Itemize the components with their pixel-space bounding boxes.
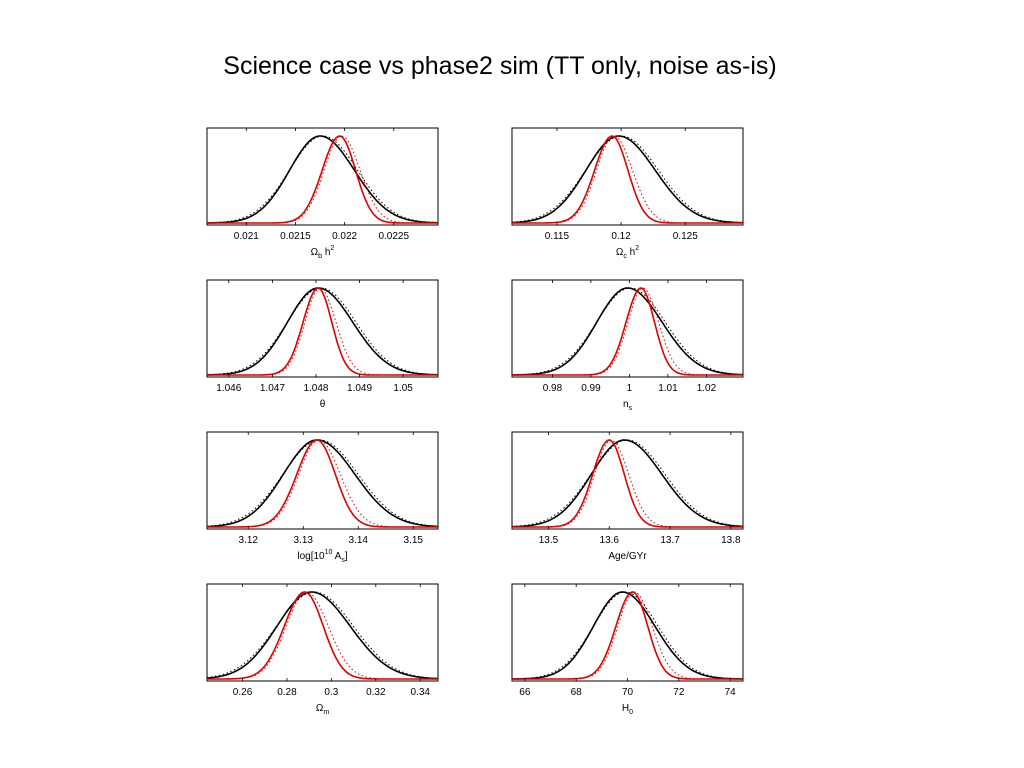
x-axis-label: ns [623, 399, 633, 412]
x-tick-label: 13.6 [600, 535, 620, 546]
x-tick-label: 1.047 [260, 383, 285, 394]
phase2-sim-dotted-curve [512, 439, 743, 528]
phase2-sim-dotted-curve [512, 287, 743, 376]
phase2-sim-curve [207, 135, 438, 224]
x-tick-label: 3.13 [294, 535, 314, 546]
posterior-panel-4: 0.98 0.99 1 1.01 1.02 ns [511, 279, 744, 412]
phase2-sim-dotted-curve [207, 135, 438, 224]
x-tick-label: 13.8 [721, 535, 741, 546]
panel-frame [511, 127, 744, 226]
panel-frame [511, 431, 744, 530]
x-tick-label: 0.021 [234, 231, 259, 242]
x-tick-label: 0.0225 [378, 231, 409, 242]
science-case-dotted-curve [206, 591, 439, 679]
x-axis-label: θ [320, 399, 326, 410]
phase2-sim-curve [512, 591, 743, 680]
x-tick-label: 3.14 [349, 535, 369, 546]
x-tick-label: 0.3 [324, 687, 338, 698]
x-tick-label: 1 [627, 383, 633, 394]
x-axis-label: log[1010 As] [297, 549, 347, 564]
science-case-dotted-curve [207, 287, 439, 376]
posterior-panel-8: 66 68 70 72 74 H0 [511, 583, 744, 716]
science-case-curve [206, 439, 439, 528]
x-tick-label: 70 [622, 687, 634, 698]
x-tick-label: 3.12 [239, 535, 259, 546]
x-tick-label: 72 [673, 687, 685, 698]
x-tick-label: 1.01 [658, 383, 678, 394]
posterior-panel-2: 0.115 0.12 0.125 Ωc h2 [511, 127, 744, 260]
phase2-sim-curve [512, 287, 743, 376]
phase2-sim-curve [512, 135, 743, 224]
phase2-sim-dotted-curve [512, 135, 743, 224]
panel-frame [206, 279, 439, 378]
x-tick-label: 1.046 [216, 383, 241, 394]
slide-title: Science case vs phase2 sim (TT only, noi… [223, 52, 777, 80]
x-tick-label: 13.7 [660, 535, 680, 546]
x-axis-label: Ωm [316, 703, 329, 716]
panel-frame [206, 431, 439, 530]
x-tick-label: 1.02 [697, 383, 717, 394]
posterior-panel-7: 0.26 0.28 0.3 0.32 0.34 Ωm [206, 583, 439, 716]
x-tick-label: 0.34 [410, 687, 430, 698]
panel-frame [206, 583, 439, 682]
science-case-curve [206, 287, 439, 376]
science-case-curve [512, 591, 743, 680]
science-case-curve [511, 135, 743, 224]
phase2-sim-curve [512, 439, 743, 528]
x-tick-label: 66 [519, 687, 531, 698]
posterior-panel-3: 1.046 1.047 1.048 1.049 1.05 θ [206, 279, 439, 410]
x-axis-label: Age/GYr [608, 551, 647, 562]
posterior-panel-6: 13.5 13.6 13.7 13.8 Age/GYr [511, 431, 744, 562]
x-tick-label: 3.15 [404, 535, 424, 546]
x-tick-label: 74 [725, 687, 737, 698]
x-tick-label: 13.5 [539, 535, 559, 546]
x-tick-label: 68 [571, 687, 583, 698]
science-case-dotted-curve [511, 135, 744, 224]
phase2-sim-dotted-curve [207, 287, 438, 376]
science-case-dotted-curve [206, 439, 439, 527]
science-case-curve [512, 439, 744, 528]
phase2-sim-curve [207, 287, 438, 376]
x-tick-label: 0.99 [581, 383, 601, 394]
x-axis-label: Ωc h2 [616, 245, 639, 260]
x-tick-label: 0.28 [277, 687, 297, 698]
phase2-sim-dotted-curve [207, 591, 438, 680]
x-tick-label: 1.048 [303, 383, 328, 394]
science-case-curve [207, 135, 439, 224]
posterior-panel-5: 3.12 3.13 3.14 3.15 log[1010 As] [206, 431, 439, 564]
phase2-sim-dotted-curve [512, 591, 743, 680]
science-case-dotted-curve [206, 135, 438, 224]
science-case-dotted-curve [512, 287, 744, 376]
x-axis-label: H0 [622, 703, 633, 716]
phase2-sim-curve [207, 439, 438, 528]
science-case-curve [512, 287, 744, 376]
x-tick-label: 0.32 [366, 687, 386, 698]
phase2-sim-curve [207, 591, 438, 680]
science-case-dotted-curve [511, 591, 744, 680]
panel-frame [511, 583, 744, 682]
x-tick-label: 0.125 [673, 231, 698, 242]
panel-frame [511, 279, 744, 378]
x-tick-label: 1.05 [393, 383, 413, 394]
x-tick-label: 0.0215 [280, 231, 311, 242]
x-tick-label: 0.26 [233, 687, 253, 698]
x-tick-label: 0.115 [545, 231, 570, 242]
phase2-sim-dotted-curve [207, 439, 438, 528]
x-tick-label: 1.049 [347, 383, 372, 394]
x-tick-label: 0.98 [543, 383, 563, 394]
science-case-curve [206, 591, 439, 680]
posterior-panel-1: 0.021 0.0215 0.022 0.0225 Ωb h2 [206, 127, 439, 260]
panel-frame [206, 127, 439, 226]
x-tick-label: 0.12 [611, 231, 631, 242]
x-tick-label: 0.022 [332, 231, 357, 242]
x-axis-label: Ωb h2 [311, 245, 335, 260]
